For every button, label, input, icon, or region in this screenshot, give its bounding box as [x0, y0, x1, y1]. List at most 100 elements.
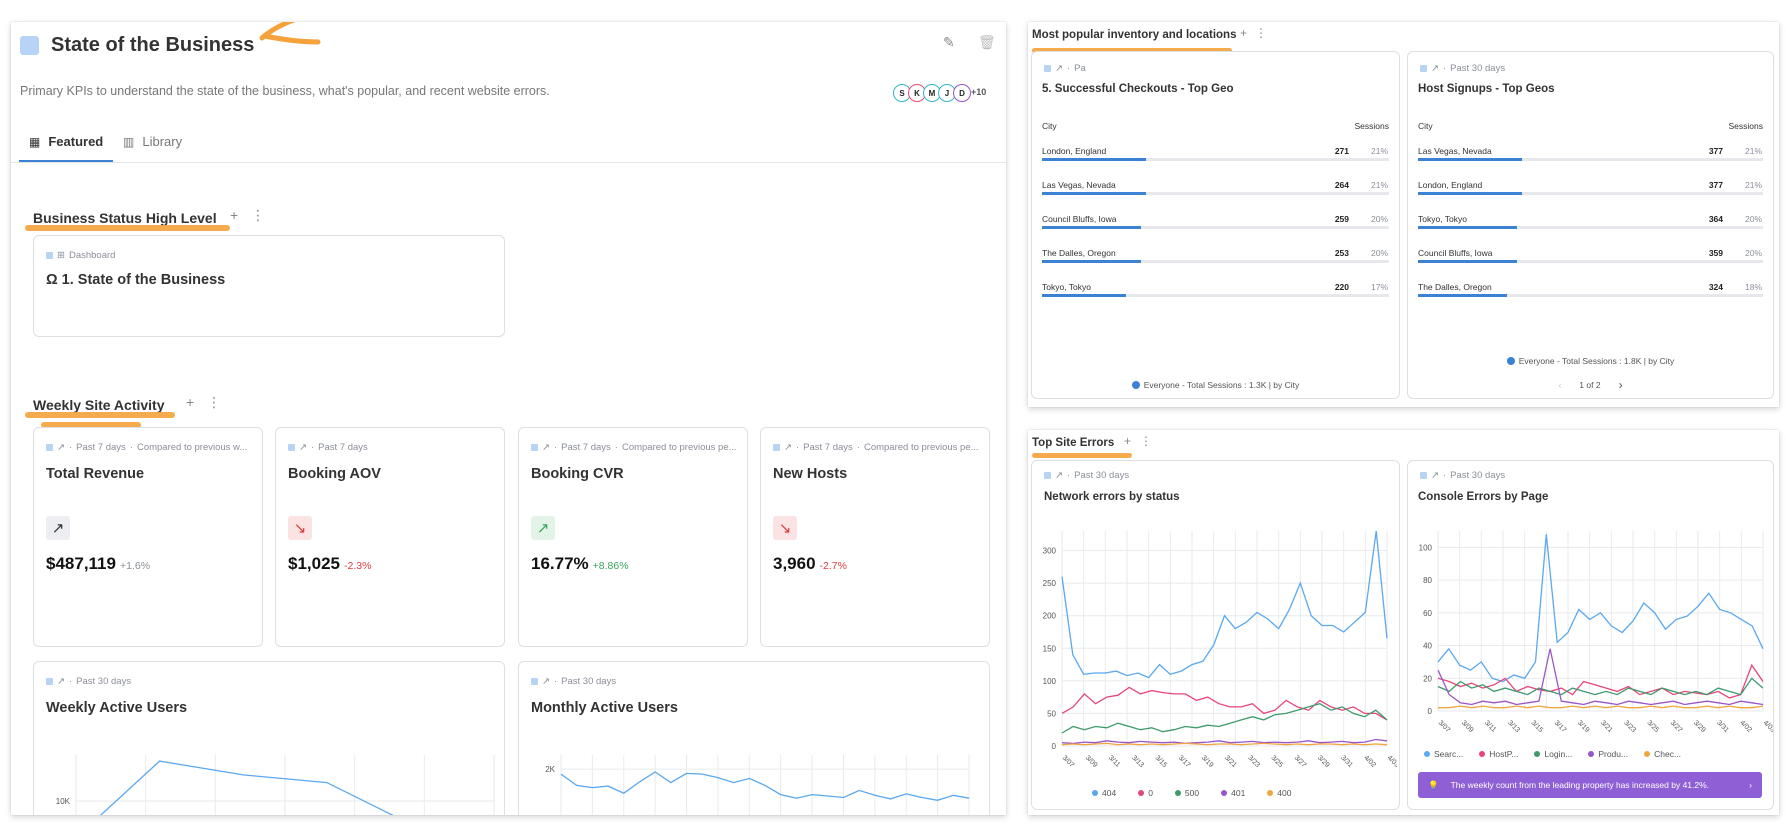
card-meta: ↗ · Past 7 days · Compared to previous w… [46, 442, 256, 453]
trash-icon[interactable]: 🗑 [978, 34, 996, 50]
y-tick-label: 100 [1419, 543, 1433, 552]
legend-item[interactable]: 500 [1174, 788, 1200, 798]
legend-item[interactable]: Chec... [1644, 749, 1681, 759]
card-title: Host Signups - Top Geos [1418, 83, 1555, 95]
monthly-active-users-chart: 2K [545, 755, 970, 815]
console-errors-card[interactable]: ↗ · Past 30 days Console Errors by Page … [1407, 460, 1774, 810]
kpi-card[interactable]: ↗ · Past 7 days Booking AOV ↘ $1,025 -2.3… [275, 427, 505, 647]
console-errors-chart: 0 20 40 60 80 100 3/07 3/09 3/11 3/13 3/15 3/17 3/19… [1419, 531, 1773, 734]
legend-dot [1534, 751, 1541, 757]
add-icon[interactable]: + [186, 394, 195, 410]
chart-legend: Searc... HostP... Login... Produ... Chec... [1424, 749, 1681, 759]
card-meta-label: Past 7 days [803, 442, 853, 453]
x-tick-label: 3/25 [1270, 754, 1285, 769]
weekly-active-users-chart: 10K [56, 755, 495, 815]
legend-dot [1267, 790, 1274, 796]
legend-item[interactable]: 404 [1092, 788, 1116, 798]
card-title: Booking CVR [531, 466, 624, 482]
compare-label: Compared to previous pe... [863, 442, 979, 453]
row-city: Tokyo, Tokyo [1418, 214, 1467, 224]
trend-icon: ↗ [57, 442, 65, 453]
add-icon[interactable]: + [230, 207, 239, 223]
legend-item[interactable]: 0 [1138, 788, 1153, 798]
column-header-sessions: Sessions [1354, 121, 1390, 131]
x-tick-label: 3/09 [1084, 754, 1099, 769]
row-value: 264 [1334, 180, 1349, 190]
x-tick-label: 3/15 [1153, 754, 1168, 769]
card-meta-label: Dashboard [68, 250, 116, 261]
insight-banner[interactable]: 💡 The weekly count from the leading prop… [1418, 772, 1762, 798]
checkouts-geo-card[interactable]: ↗ · Pa 5. Successful Checkouts - Top Geo… [1031, 51, 1400, 399]
kpi-value-text: $1,025 [288, 554, 340, 573]
row-bar-fill [1418, 260, 1517, 263]
edit-icon[interactable]: ✎ [943, 34, 955, 50]
tab-library[interactable]: ▥ Library [123, 134, 182, 149]
row-value: 253 [1334, 248, 1349, 258]
weekly-active-users-card[interactable]: ↗ · Past 30 days Weekly Active Users 10K [33, 661, 505, 815]
legend-label: Everyone - Total Sessions : 1.3K | by Ci… [1143, 380, 1300, 390]
legend-item[interactable]: Searc... [1424, 749, 1463, 759]
avatar[interactable]: D [953, 84, 971, 102]
more-icon[interactable]: ⋮ [251, 207, 265, 223]
card-meta-label: Past 30 days [76, 676, 132, 687]
kpi-card[interactable]: ↗ · Past 7 days · Compared to previous w… [33, 427, 263, 647]
avatars-more-count[interactable]: +10 [971, 87, 987, 97]
add-icon[interactable]: + [1240, 26, 1248, 40]
legend-item[interactable]: 400 [1267, 788, 1291, 798]
chevron-left-icon[interactable]: ‹ [1558, 380, 1562, 390]
insight-text: The weekly count from the leading proper… [1450, 780, 1710, 790]
collaborator-avatars[interactable]: S K M J D +10 [881, 84, 1001, 104]
trend-icon: ↗ [1055, 63, 1063, 74]
card-meta-label: Pa [1074, 63, 1086, 74]
network-errors-card[interactable]: ↗ · Past 30 days Network errors by statu… [1031, 460, 1400, 810]
card-meta-label: Past 30 days [1450, 470, 1506, 481]
legend-label: Everyone - Total Sessions : 1.8K | by Ci… [1518, 356, 1675, 366]
legend-item[interactable]: HostP... [1479, 749, 1518, 759]
row-percent: 18% [1744, 282, 1762, 292]
legend-dot [1131, 381, 1140, 389]
legend-label: Chec... [1654, 749, 1682, 759]
x-tick-label: 3/29 [1692, 719, 1707, 734]
title-scribble [256, 22, 406, 48]
avatar[interactable]: J [938, 84, 956, 102]
column-header-city: City [1418, 121, 1433, 131]
card-meta: ↗ · Past 30 days [46, 676, 131, 687]
legend-dot [1506, 357, 1515, 365]
x-tick-label: 3/23 [1246, 754, 1261, 769]
x-tick-label: 4/02 [1738, 719, 1753, 734]
row-percent: 21% [1370, 146, 1388, 156]
trend-icon: ↗ [299, 442, 307, 453]
more-icon[interactable]: ⋮ [1255, 26, 1267, 40]
kpi-card[interactable]: ↗ · Past 7 days · Compared to previous p… [518, 427, 748, 647]
row-percent: 20% [1370, 248, 1388, 258]
y-tick-label: 150 [1043, 644, 1057, 653]
row-bar-track [1042, 294, 1389, 297]
chart-legend: Everyone - Total Sessions : 1.3K | by Ci… [1032, 380, 1399, 390]
trend-icon: ↗ [1431, 63, 1439, 74]
y-tick-label: 20 [1423, 674, 1432, 683]
host-signups-geo-card[interactable]: ↗ · Past 30 days Host Signups - Top Geos… [1407, 51, 1774, 399]
legend-item[interactable]: Produ... [1588, 749, 1628, 759]
add-icon[interactable]: + [1124, 434, 1132, 448]
kpi-card[interactable]: ↗ · Past 7 days · Compared to previous p… [760, 427, 990, 647]
tabs-divider [11, 162, 1006, 163]
row-city: The Dalles, Oregon [1042, 248, 1116, 258]
row-city: Council Bluffs, Iowa [1418, 248, 1493, 258]
grid-icon: ⊞ [57, 250, 65, 261]
chevron-right-icon[interactable]: › [1749, 780, 1752, 790]
network-errors-chart: 0 50 100 150 200 250 300 3/07 3/09 3/11 3/13 3/15 3/… [1043, 530, 1397, 769]
tab-featured[interactable]: ▦ Featured [29, 134, 103, 149]
more-icon[interactable]: ⋮ [1140, 434, 1152, 448]
card-title: Total Revenue [46, 466, 145, 482]
chevron-right-icon[interactable]: › [1618, 378, 1623, 392]
section-title-errors: Top Site Errors [1032, 437, 1115, 449]
business-card[interactable]: ⊞ Dashboard Ω 1. State of the Business [33, 235, 505, 337]
more-icon[interactable]: ⋮ [207, 394, 221, 410]
legend-label: 500 [1184, 788, 1200, 798]
y-tick-label: 60 [1423, 609, 1432, 618]
row-value: 364 [1708, 214, 1723, 224]
legend-item[interactable]: 401 [1221, 788, 1245, 798]
series-line-chec [1438, 705, 1764, 709]
legend-item[interactable]: Login... [1534, 749, 1572, 759]
monthly-active-users-card[interactable]: ↗ · Past 30 days Monthly Active Users 2K [518, 661, 990, 815]
